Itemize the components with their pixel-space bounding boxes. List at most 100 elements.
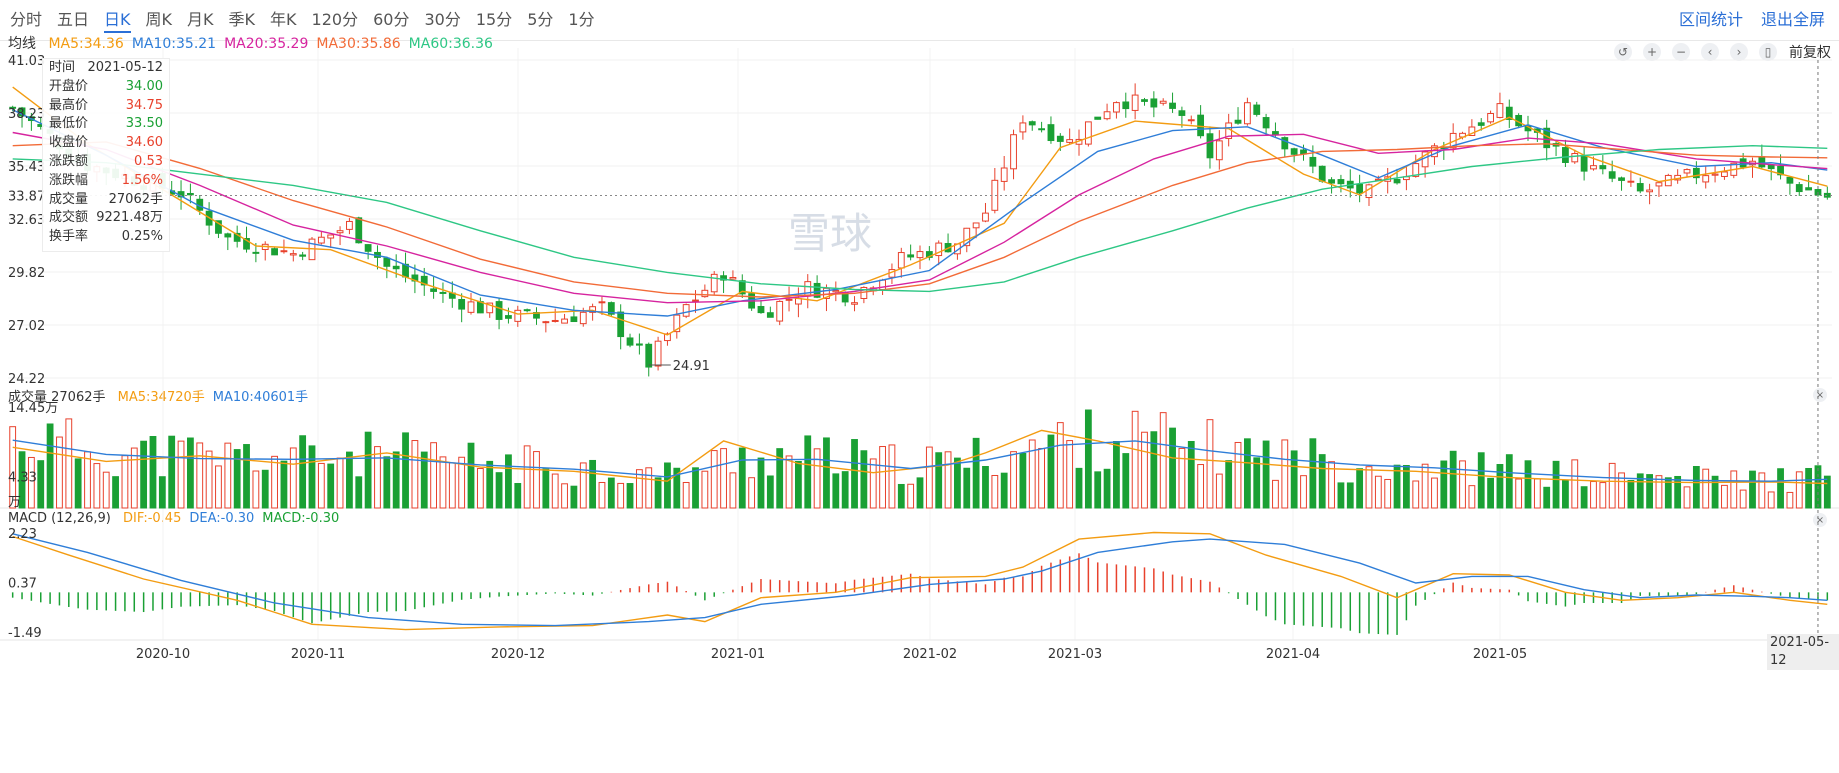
zoom-out-icon[interactable]: − — [1672, 43, 1690, 61]
period-tab[interactable]: 月K — [187, 10, 214, 29]
candle-body — [1047, 124, 1055, 142]
volume-bar — [1019, 452, 1027, 509]
volume-bar — [1440, 460, 1448, 509]
candle-body — [336, 230, 344, 234]
candle-body — [505, 315, 512, 319]
price-tick-label: 27.02 — [8, 319, 45, 334]
period-tab[interactable]: 季K — [228, 10, 256, 29]
x-tick-label: 2020-12 — [491, 647, 545, 662]
candle-body — [1262, 117, 1270, 129]
volume-bar — [785, 455, 793, 509]
tooltip-row: 涨跌额 0.53 — [43, 153, 169, 172]
volume-bar — [1608, 462, 1616, 509]
close-macd-icon[interactable]: × — [1813, 513, 1827, 527]
volume-bar — [56, 436, 63, 509]
volume-bar — [130, 447, 138, 509]
period-tab[interactable]: 分时 — [10, 10, 43, 29]
candle-body — [1636, 183, 1644, 192]
candle-body — [1084, 121, 1092, 145]
period-tab[interactable]: 5分 — [527, 10, 554, 29]
volume-bar — [804, 435, 812, 509]
macd-legend-item: MACD:-0.30 — [262, 511, 340, 526]
tooltip-label: 换手率 — [49, 229, 89, 245]
candle-body — [514, 309, 522, 322]
period-tab[interactable]: 年K — [270, 10, 297, 29]
candle-body — [1169, 102, 1176, 109]
volume-bar — [869, 458, 877, 509]
volume-tick-label: 万 — [8, 495, 21, 510]
exit-fullscreen-link[interactable]: 退出全屏 — [1760, 10, 1825, 29]
candle-body — [1122, 101, 1130, 110]
candle-body — [1777, 165, 1784, 176]
candle-body — [252, 251, 260, 254]
volume-bar — [74, 458, 82, 509]
volume-bar — [1674, 475, 1682, 509]
volume-bar — [1655, 475, 1663, 509]
tooltip-label: 开盘价 — [49, 78, 89, 94]
volume-bar — [420, 451, 428, 509]
period-tab[interactable]: 30分 — [424, 10, 461, 29]
candle-body — [542, 321, 550, 324]
volume-bar — [720, 448, 727, 509]
candle-body — [1141, 99, 1148, 102]
volume-bar — [991, 474, 999, 509]
volume-bar — [1477, 452, 1485, 509]
tooltip-row: 涨跌幅 1.56% — [43, 172, 169, 191]
period-tab[interactable]: 120分 — [311, 10, 359, 29]
volume-bar — [18, 451, 26, 509]
volume-bar — [243, 444, 250, 509]
candle-body — [673, 314, 681, 333]
volume-bar — [1206, 419, 1214, 509]
fuquan-select[interactable]: 前复权 — [1789, 45, 1831, 61]
zoom-in-icon[interactable]: + — [1643, 43, 1661, 61]
macd-legend-item: DEA:-0.30 — [189, 511, 255, 526]
volume-bar — [635, 469, 643, 509]
period-tab[interactable]: 15分 — [475, 10, 513, 29]
volume-bar — [645, 467, 653, 509]
volume-bar — [654, 477, 662, 509]
volume-bar — [1384, 478, 1392, 509]
candle-body — [1272, 131, 1279, 135]
candle-style-icon[interactable]: ▯ — [1759, 43, 1777, 61]
candle-body — [1000, 167, 1008, 182]
volume-bar — [897, 483, 905, 509]
volume-bar — [289, 447, 297, 509]
volume-bar — [1711, 475, 1719, 509]
volume-bar — [46, 423, 54, 509]
volume-bar — [1580, 486, 1588, 509]
candle-body — [617, 311, 625, 338]
candle-body — [439, 291, 447, 294]
volume-bar — [112, 476, 119, 509]
close-volume-icon[interactable]: × — [1813, 388, 1827, 402]
period-tab[interactable]: 五日 — [57, 10, 90, 29]
volume-bar — [1047, 434, 1055, 509]
volume-bar — [1000, 472, 1008, 509]
volume-bar — [84, 451, 91, 509]
volume-bar — [944, 451, 952, 509]
candle-body — [1215, 140, 1223, 161]
candle-body — [1150, 98, 1158, 108]
volume-bar — [589, 459, 597, 509]
volume-bar — [411, 440, 419, 509]
volume-bar — [1094, 471, 1102, 509]
period-tab[interactable]: 1分 — [568, 10, 595, 29]
candle-body — [1318, 165, 1326, 182]
crosshair-date-label: 2021-05-12 — [1767, 634, 1839, 670]
candle-body — [1019, 122, 1027, 133]
current-price-label: 33.87 — [8, 189, 45, 204]
candle-body — [1618, 177, 1625, 181]
period-tab[interactable]: 周K — [145, 10, 173, 29]
volume-bar — [430, 442, 437, 509]
volume-bar — [1187, 441, 1195, 509]
undo-icon[interactable]: ↺ — [1614, 43, 1632, 61]
period-tab[interactable]: 日K — [104, 9, 131, 33]
candle-body — [1234, 119, 1242, 124]
chevron-left-icon[interactable]: ‹ — [1701, 43, 1719, 61]
chevron-right-icon[interactable]: › — [1730, 43, 1748, 61]
period-tab[interactable]: 60分 — [373, 10, 410, 29]
candle-body — [1337, 179, 1345, 185]
tooltip-row: 时间 2021-05-12 — [43, 59, 169, 78]
range-stats-link[interactable]: 区间统计 — [1678, 10, 1743, 29]
tooltip-label: 涨跌幅 — [49, 172, 89, 188]
